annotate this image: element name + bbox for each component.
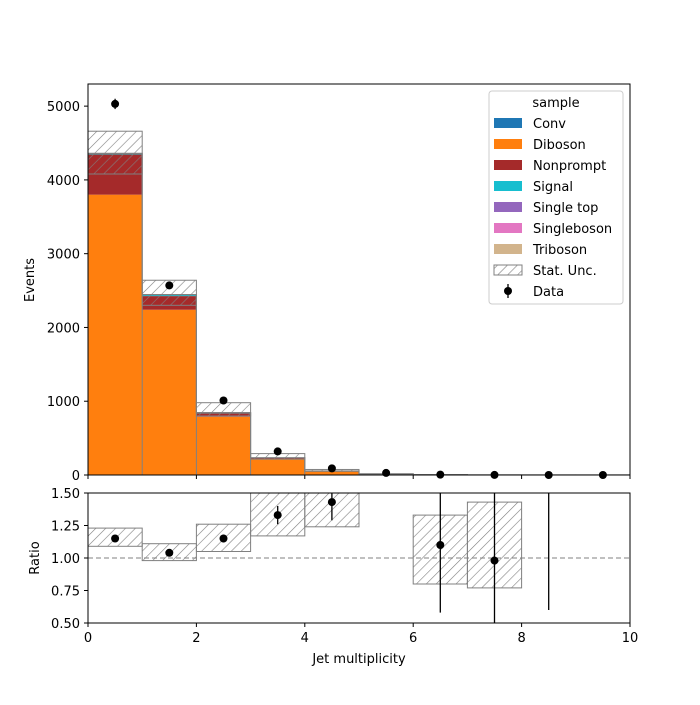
x-tick-label: 0 [84, 631, 92, 646]
data-point-0 [111, 100, 119, 108]
legend-label-diboson: Diboson [533, 138, 586, 153]
ratio-y-tick-label: 1.25 [51, 520, 80, 535]
legend-label-data: Data [533, 285, 564, 300]
legend: sample Conv Diboson Nonprompt Signal Single … [489, 91, 623, 304]
legend-label-triboson: Triboson [532, 243, 587, 258]
legend-label-conv: Conv [533, 117, 566, 132]
y-tick-label: 2000 [47, 321, 80, 336]
y-axis-label-ratio: Ratio [28, 541, 43, 574]
data-point-1 [165, 281, 173, 289]
y-axis-label-events: Events [23, 258, 38, 302]
legend-swatch-diboson [494, 139, 522, 149]
data-point-4 [328, 464, 336, 472]
legend-label-nonprompt: Nonprompt [533, 159, 606, 174]
legend-swatch-data [504, 287, 512, 295]
y-tick-label: 3000 [47, 248, 80, 263]
legend-label-stat-unc-: Stat. Unc. [533, 264, 597, 279]
x-tick-label: 4 [301, 631, 309, 646]
ratio-point-4 [328, 498, 336, 506]
legend-swatch-signal [494, 181, 522, 191]
legend-label-singleboson: Singleboson [533, 222, 612, 237]
y-tick-label: 1000 [47, 395, 80, 410]
legend-swatch-stat-unc- [494, 265, 522, 275]
ratio-y-tick-label: 1.00 [51, 552, 80, 567]
y-tick-label: 5000 [47, 100, 80, 115]
ratio-y-tick-label: 1.50 [51, 487, 80, 502]
bar-diboson-bin-1 [142, 310, 196, 475]
legend-label-signal: Signal [533, 180, 573, 195]
x-axis-label: Jet multiplicity [311, 652, 406, 667]
y-tick-label: 0 [72, 469, 80, 484]
bar-diboson-bin-0 [88, 195, 142, 475]
data-point-3 [274, 447, 282, 455]
y-tick-label: 4000 [47, 174, 80, 189]
data-point-2 [220, 396, 228, 404]
ratio-plot-panel: 0.50 0.75 1.00 1.25 1.50 0 2 4 6 8 10 Ratio Jet m… [28, 487, 638, 667]
legend-swatch-single-top [494, 202, 522, 212]
stat-unc-bin-0 [88, 131, 142, 174]
ratio-point-2 [220, 535, 228, 543]
legend-swatch-nonprompt [494, 160, 522, 170]
legend-swatch-singleboson [494, 223, 522, 233]
ratio-point-6 [491, 557, 499, 565]
x-tick-label: 6 [409, 631, 417, 646]
legend-swatch-triboson [494, 244, 522, 254]
legend-swatch-conv [494, 118, 522, 128]
bar-diboson-bin-2 [196, 417, 250, 475]
ratio-point-0 [111, 535, 119, 543]
legend-label-single-top: Single top [533, 201, 598, 216]
stat-unc-bin-2 [196, 403, 250, 416]
ratio-point-5 [436, 541, 444, 549]
legend-title: sample [532, 96, 579, 111]
bar-diboson-bin-3 [251, 460, 305, 475]
x-tick-label: 10 [622, 631, 639, 646]
x-tick-label: 2 [192, 631, 200, 646]
x-tick-label: 8 [517, 631, 525, 646]
ratio-point-1 [165, 549, 173, 557]
data-point-5 [382, 469, 390, 477]
ratio-y-tick-label: 0.75 [51, 585, 80, 600]
ratio-y-tick-label: 0.50 [51, 617, 80, 632]
ratio-point-3 [274, 511, 282, 519]
